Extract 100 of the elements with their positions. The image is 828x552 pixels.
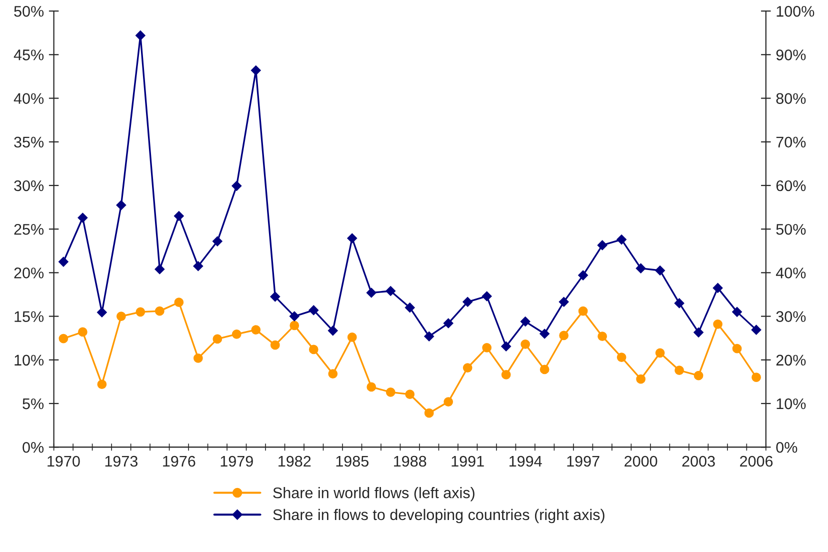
point [405,390,415,400]
point [135,30,146,40]
point [578,270,588,280]
point [174,211,184,221]
point [732,344,742,354]
point [636,374,646,384]
point [154,264,165,274]
point [674,366,684,376]
point [174,298,184,308]
point [386,387,396,397]
y2-tick-label: 40% [776,268,806,278]
point [154,306,164,316]
y-tick-label: 25% [14,224,44,235]
y-tick-label: 20% [14,268,44,278]
point [752,372,761,382]
x-tick-label: 1997 [567,456,600,467]
point [732,306,742,317]
point [58,334,68,344]
point [482,343,492,352]
y2-tick-label: 10% [776,398,806,410]
point [462,296,473,307]
point [655,348,665,358]
point [58,256,68,267]
point [328,369,338,379]
point [540,364,550,374]
point [328,326,338,336]
y-tick-label: 15% [14,311,44,322]
point [366,288,376,298]
point [347,233,358,244]
point [251,325,261,334]
y-tick-label: 40% [14,93,44,104]
x-tick-label: 1976 [163,456,196,467]
point [289,311,300,322]
y-tick-label: 45% [14,50,44,60]
point [462,363,472,372]
point [270,340,280,350]
x-tick-label: 1982 [278,456,311,467]
point [558,296,569,307]
point [501,370,511,380]
point [444,397,454,406]
point [270,292,280,302]
point [540,328,550,339]
point [713,319,722,329]
point [347,332,357,342]
y-tick-label: 10% [14,354,44,366]
point [193,261,204,272]
y2-tick-label: 30% [776,311,806,322]
point [386,286,396,296]
y2-tick-label: 60% [776,180,806,192]
y2-tick-label: 20% [776,354,806,366]
x-tick-label: 1994 [510,456,542,467]
point [116,200,126,210]
point [501,341,512,352]
point [598,332,607,342]
point [290,320,300,330]
point [520,340,530,349]
point [308,344,318,354]
point [636,263,646,274]
x-tick-label: 1991 [452,456,484,467]
point [250,65,261,76]
legend-label: Share in flows to developing countries (right axis) [273,508,604,524]
point [578,306,588,316]
point [559,330,569,340]
x-tick-label: 1985 [336,456,368,467]
point [482,291,492,302]
x-tick-label: 1970 [48,456,80,467]
x-tick-label: 1988 [394,456,426,467]
y-tick-label: 35% [14,136,44,148]
point [616,352,626,362]
point [712,283,723,293]
point [597,240,608,250]
y2-tick-label: 80% [776,93,806,104]
point [212,236,222,246]
point [443,318,454,328]
point [424,331,434,342]
point [404,302,415,313]
y2-tick-label: 90% [776,50,806,60]
point [308,305,319,316]
point [694,327,704,338]
point [232,180,242,191]
y-tick-label: 30% [14,180,44,192]
point [424,408,434,418]
y2-tick-label: 50% [776,224,806,235]
point [78,327,88,337]
point [520,316,530,326]
x-tick-label: 2006 [740,456,773,467]
point [655,266,665,276]
point [96,307,107,318]
legend-label: Share in world flows (left axis) [273,487,474,502]
x-tick-label: 2000 [624,456,658,467]
point [116,312,126,321]
x-tick-label: 2003 [682,456,715,467]
x-tick-label: 1973 [105,456,138,467]
point [751,324,762,335]
point [616,234,626,244]
x-tick-label: 1979 [220,456,253,467]
point [674,298,684,308]
point [136,307,146,317]
y-tick-label: 0% [22,442,44,453]
point [212,334,222,344]
